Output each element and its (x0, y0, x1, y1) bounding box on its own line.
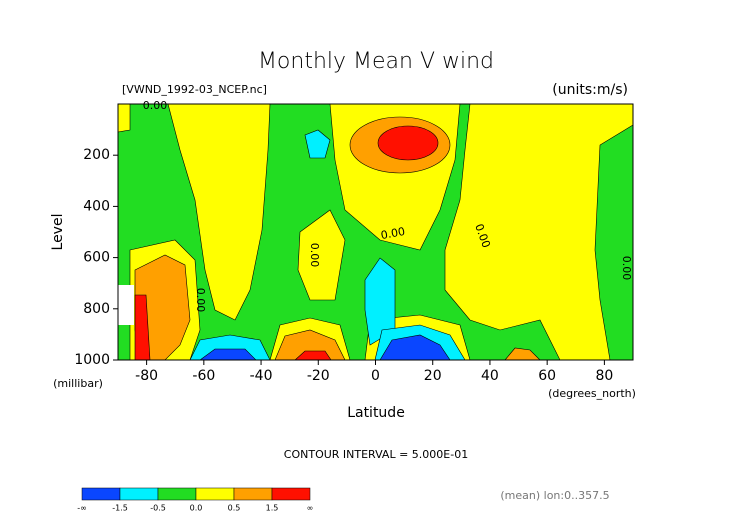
x-tick-label: -80 (135, 368, 158, 384)
y-tick-label: 600 (83, 250, 110, 266)
contour-region (377, 125, 439, 161)
x-tick-label: 20 (424, 368, 442, 384)
contour-region (167, 103, 271, 321)
contour-region (444, 103, 634, 361)
colorbar-swatch (119, 487, 159, 501)
colorbar-swatch (271, 487, 311, 501)
colorbar-label: ∞ (307, 504, 314, 513)
contour-interval: CONTOUR INTERVAL = 5.000E-01 (284, 448, 468, 461)
footer: (mean) lon:0..357.5 (500, 489, 609, 502)
x-tick-label: 40 (481, 368, 499, 384)
colorbar-label: -∞ (77, 504, 87, 513)
x-tick-label: 60 (538, 368, 556, 384)
contour-label: 0.00 (620, 256, 633, 281)
x-tick-label: -60 (192, 368, 215, 384)
x-tick-label: -20 (307, 368, 330, 384)
y-unit: (millibar) (53, 377, 103, 390)
chart-title: Monthly Mean V wind (258, 49, 494, 74)
x-unit: (degrees_north) (548, 387, 636, 400)
colorbar-swatch (157, 487, 197, 501)
y-axis-label: Level (50, 214, 66, 251)
colorbar-swatch (233, 487, 273, 501)
contour-label: 0.00 (194, 288, 207, 313)
y-tick-label: 1000 (74, 352, 110, 368)
contour-field (117, 103, 634, 361)
contour-label: 0.00 (380, 225, 406, 242)
x-tick-label: 0 (371, 368, 380, 384)
colorbar-swatch (195, 487, 235, 501)
colorbar-label: 0.5 (228, 504, 241, 513)
contour-label: 0.00 (308, 243, 321, 268)
y-tick-label: 400 (83, 198, 110, 214)
x-axis-label: Latitude (347, 405, 405, 421)
y-tick-label: 200 (83, 147, 110, 163)
contour-region (304, 129, 331, 159)
colorbar-label: -1.5 (112, 504, 128, 513)
units-label: (units:m/s) (552, 82, 628, 98)
missing-data (118, 285, 134, 325)
x-tick-label: 80 (595, 368, 613, 384)
x-tick-label: -40 (250, 368, 273, 384)
contour-label: 0.00 (143, 99, 168, 112)
colorbar-label: -0.5 (150, 504, 166, 513)
contour-region (297, 209, 346, 301)
source-label: [VWND_1992-03_NCEP.nc] (122, 83, 267, 96)
contour-region (117, 103, 131, 133)
colorbar-swatch (81, 487, 121, 501)
y-tick-label: 800 (83, 301, 110, 317)
colorbar-label: 0.0 (190, 504, 203, 513)
colorbar-label: 1.5 (266, 504, 279, 513)
